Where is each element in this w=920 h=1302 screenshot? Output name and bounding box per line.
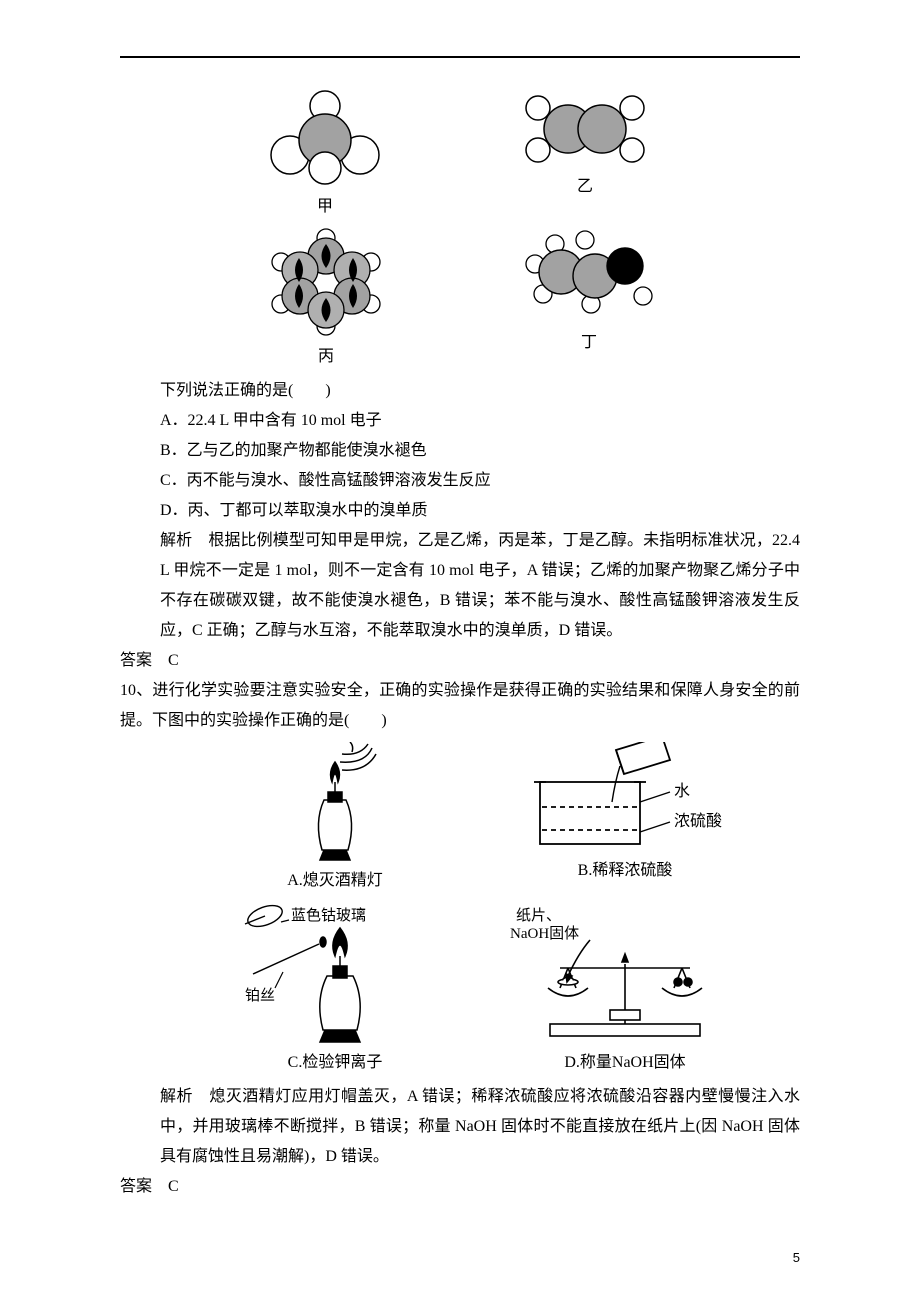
q10-number: 10、	[120, 682, 152, 699]
methane-model-icon	[270, 90, 380, 188]
model-bing-label: 丙	[267, 342, 385, 366]
exp-D: 纸片、 NaOH固体	[510, 904, 740, 1072]
extinguish-lamp-icon	[280, 742, 390, 862]
ethanol-model-icon	[525, 226, 653, 324]
model-yi: 乙	[520, 90, 650, 216]
model-yi-label: 乙	[520, 172, 650, 196]
page-top-rule	[120, 56, 800, 58]
exp-A-caption: A.熄灭酒精灯	[280, 866, 390, 890]
q-prev-answer: 答案 C	[120, 646, 800, 676]
exp-D-caption: D.称量NaOH固体	[510, 1048, 740, 1072]
q10-answer: 答案 C	[120, 1172, 800, 1202]
exp-B: 水 浓硫酸 B.稀释浓硫酸	[520, 742, 730, 890]
q10-stem-text: 进行化学实验要注意实验安全，正确的实验操作是获得正确的实验结果和保障人身安全的前…	[120, 682, 800, 729]
exp-C: 蓝色钴玻璃 铂丝 C.检验钾离子	[235, 904, 435, 1072]
exp-A: A.熄灭酒精灯	[280, 742, 390, 890]
q-prev-optC: C．丙不能与溴水、酸性高锰酸钾溶液发生反应	[160, 466, 800, 496]
model-bing: 丙	[267, 226, 385, 366]
model-jia-label: 甲	[270, 192, 380, 216]
q-prev-optB: B．乙与乙的加聚产物都能使溴水褪色	[160, 436, 800, 466]
exp-B-caption: B.稀释浓硫酸	[520, 856, 730, 880]
q-prev-optA: A．22.4 L 甲中含有 10 mol 电子	[160, 406, 800, 436]
label-water: 水	[674, 782, 690, 800]
model-ding-label: 丁	[525, 328, 653, 352]
q-prev-optD: D．丙、丁都可以萃取溴水中的溴单质	[160, 496, 800, 526]
model-row-2: 丙 丁	[120, 226, 800, 366]
page-number: 5	[793, 1250, 800, 1265]
model-ding: 丁	[525, 226, 653, 366]
q10-stem: 10、进行化学实验要注意实验安全，正确的实验操作是获得正确的实验结果和保障人身安…	[120, 676, 800, 736]
q-prev-explain: 解析 根据比例模型可知甲是甲烷，乙是乙烯，丙是苯，丁是乙醇。未指明标准状况，22…	[160, 526, 800, 646]
label-naoh: NaOH固体	[510, 925, 579, 942]
label-paper: 纸片、	[516, 907, 561, 924]
benzene-model-icon	[267, 226, 385, 338]
model-jia: 甲	[270, 90, 380, 216]
dilute-acid-icon: 水 浓硫酸	[520, 742, 730, 852]
exp-C-caption: C.检验钾离子	[235, 1048, 435, 1072]
label-glass: 蓝色钴玻璃	[291, 907, 366, 924]
experiment-grid: A.熄灭酒精灯 水 浓硫酸	[120, 742, 800, 1072]
page-content: 甲 乙	[120, 90, 800, 1202]
label-acid: 浓硫酸	[674, 812, 722, 830]
label-wire: 铂丝	[245, 987, 275, 1004]
ethene-model-icon	[520, 90, 650, 168]
flame-test-icon: 蓝色钴玻璃 铂丝	[235, 904, 435, 1044]
q10-explain: 解析 熄灭酒精灯应用灯帽盖灭，A 错误；稀释浓硫酸应将浓硫酸沿容器内壁慢慢注入水…	[160, 1082, 800, 1172]
model-row-1: 甲 乙	[120, 90, 800, 216]
q-prev-stem: 下列说法正确的是( )	[160, 376, 800, 406]
balance-icon: 纸片、 NaOH固体	[510, 904, 740, 1044]
